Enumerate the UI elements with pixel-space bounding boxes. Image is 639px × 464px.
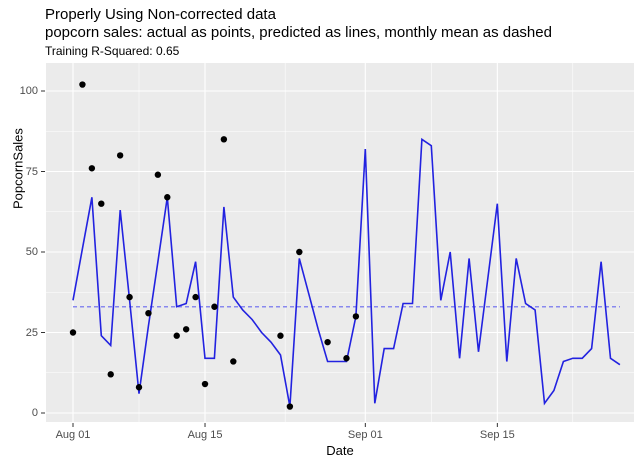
chart-title-line2: popcorn sales: actual as points, predict… [45, 24, 552, 41]
actual-point [182, 326, 190, 333]
actual-point [192, 293, 199, 301]
actual-point [88, 165, 96, 172]
x-axis-title: Date [326, 443, 354, 458]
actual-point [201, 380, 209, 388]
actual-point [135, 384, 143, 391]
chart-subtitle: Training R-Squared: 0.65 [45, 44, 180, 58]
x-tick-label: Aug 15 [187, 429, 223, 441]
actual-point [145, 309, 152, 317]
actual-point [154, 171, 162, 178]
y-tick-label: 0 [31, 407, 38, 419]
y-tick-label: 25 [25, 326, 38, 339]
actual-point [220, 136, 228, 143]
actual-point [69, 329, 77, 336]
actual-point [277, 332, 284, 339]
actual-point [286, 403, 294, 410]
actual-point [211, 303, 218, 310]
actual-point [173, 332, 180, 339]
x-tick-label: Aug 01 [55, 429, 91, 441]
actual-point [79, 81, 86, 88]
actual-point [343, 355, 350, 362]
actual-point [98, 200, 105, 207]
actual-point [352, 313, 360, 320]
predicted-line [72, 137, 621, 407]
actual-point [126, 293, 133, 301]
y-tick-label: 75 [25, 165, 38, 178]
chart-title: Properly Using Non-corrected data [45, 6, 276, 23]
actual-point [107, 371, 114, 378]
panel-background [46, 63, 634, 422]
actual-point [116, 152, 124, 159]
actual-point [296, 248, 303, 256]
y-tick-label: 100 [19, 85, 38, 97]
x-tick-label: Sep 01 [347, 429, 383, 441]
y-axis-title: PopcornSales [10, 128, 26, 210]
actual-point [230, 358, 237, 365]
x-tick-label: Sep 15 [479, 429, 515, 441]
y-tick-label: 50 [25, 246, 38, 258]
actual-point [164, 194, 171, 201]
actual-point [324, 338, 331, 346]
